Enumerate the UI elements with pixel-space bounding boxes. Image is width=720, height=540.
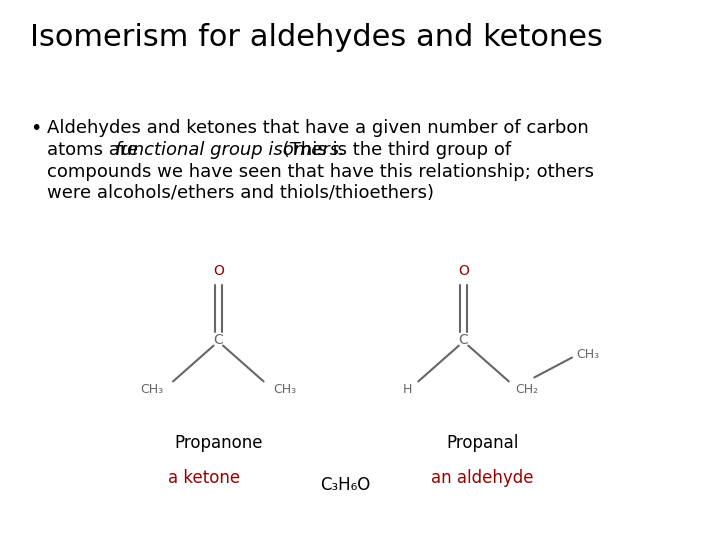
Text: an aldehyde: an aldehyde [431,469,534,487]
Text: CH₃: CH₃ [273,383,296,396]
Text: C₃H₆O: C₃H₆O [320,476,371,494]
Text: O: O [213,264,224,278]
Text: •: • [30,119,41,138]
Text: CH₃: CH₃ [140,383,163,396]
Text: (This is the third group of: (This is the third group of [276,140,511,159]
Text: were alcohols/ethers and thiols/thioethers): were alcohols/ethers and thiols/thioethe… [47,185,433,202]
Text: Propanal: Propanal [446,434,518,452]
Text: CH₃: CH₃ [577,348,600,361]
Text: C: C [459,333,469,347]
Text: Aldehydes and ketones that have a given number of carbon: Aldehydes and ketones that have a given … [47,119,588,137]
Text: functional group isomers.: functional group isomers. [114,140,344,159]
Text: CH₂: CH₂ [516,383,539,396]
Text: atoms are: atoms are [47,140,143,159]
Text: H: H [403,383,413,396]
Text: Isomerism for aldehydes and ketones: Isomerism for aldehydes and ketones [30,23,603,52]
Text: a ketone: a ketone [168,469,240,487]
Text: Propanone: Propanone [174,434,263,452]
Text: O: O [458,264,469,278]
Text: C: C [213,333,223,347]
Text: compounds we have seen that have this relationship; others: compounds we have seen that have this re… [47,163,594,180]
